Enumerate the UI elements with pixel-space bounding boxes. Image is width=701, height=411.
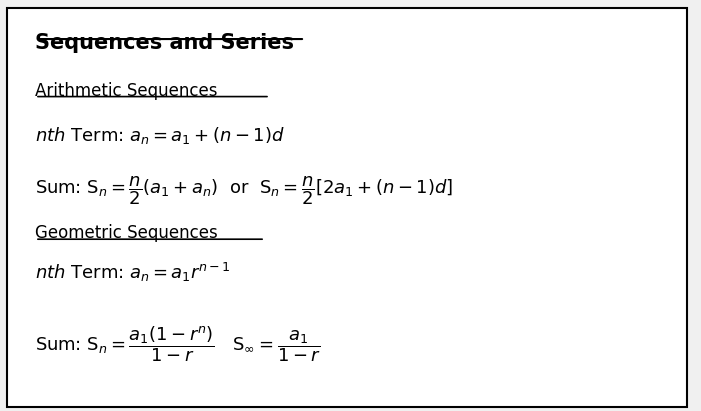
Text: Sequences and Series: Sequences and Series bbox=[35, 33, 294, 53]
Text: $\mathit{nth}$ Term: $a_n = a_1 r^{n-1}$: $\mathit{nth}$ Term: $a_n = a_1 r^{n-1}$ bbox=[35, 261, 231, 284]
Text: Sum: $\mathrm{S}_n = \dfrac{a_1\left(1-r^n\right)}{1-r}$   $\mathrm{S}_\infty = : Sum: $\mathrm{S}_n = \dfrac{a_1\left(1-r… bbox=[35, 325, 321, 364]
Text: $\mathit{nth}$ Term: $a_n = a_1 + (n-1)d$: $\mathit{nth}$ Term: $a_n = a_1 + (n-1)d… bbox=[35, 125, 285, 146]
Text: Sum: $\mathrm{S}_n = \dfrac{n}{2}\left(a_1 + a_n\right)$  or  $\mathrm{S}_n = \d: Sum: $\mathrm{S}_n = \dfrac{n}{2}\left(a… bbox=[35, 175, 453, 207]
FancyBboxPatch shape bbox=[7, 8, 687, 407]
Text: Geometric Sequences: Geometric Sequences bbox=[35, 224, 218, 242]
Text: Arithmetic Sequences: Arithmetic Sequences bbox=[35, 82, 217, 100]
